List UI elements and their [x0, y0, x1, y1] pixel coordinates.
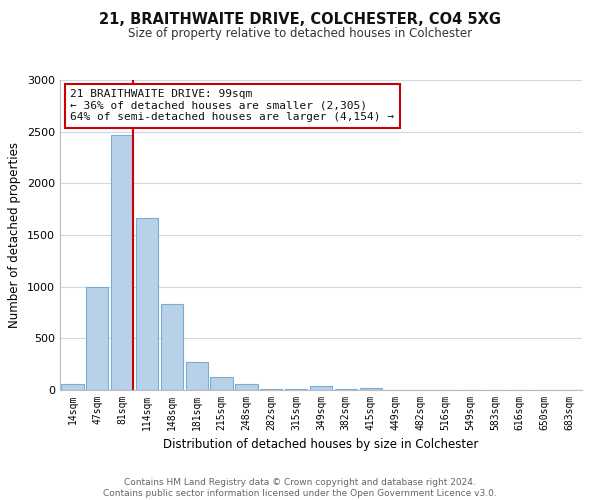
Text: 21 BRAITHWAITE DRIVE: 99sqm
← 36% of detached houses are smaller (2,305)
64% of : 21 BRAITHWAITE DRIVE: 99sqm ← 36% of det…	[70, 90, 394, 122]
Bar	[161, 304, 183, 390]
Text: 21, BRAITHWAITE DRIVE, COLCHESTER, CO4 5XG: 21, BRAITHWAITE DRIVE, COLCHESTER, CO4 5…	[99, 12, 501, 28]
X-axis label: Distribution of detached houses by size in Colchester: Distribution of detached houses by size …	[163, 438, 479, 452]
Text: Size of property relative to detached houses in Colchester: Size of property relative to detached ho…	[128, 28, 472, 40]
Bar	[86, 286, 109, 390]
Y-axis label: Number of detached properties: Number of detached properties	[8, 142, 22, 328]
Text: Contains HM Land Registry data © Crown copyright and database right 2024.
Contai: Contains HM Land Registry data © Crown c…	[103, 478, 497, 498]
Bar	[185, 362, 208, 390]
Bar	[61, 384, 83, 390]
Bar	[310, 386, 332, 390]
Bar	[211, 377, 233, 390]
Bar	[136, 218, 158, 390]
Bar	[111, 135, 133, 390]
Bar	[359, 388, 382, 390]
Bar	[235, 384, 257, 390]
